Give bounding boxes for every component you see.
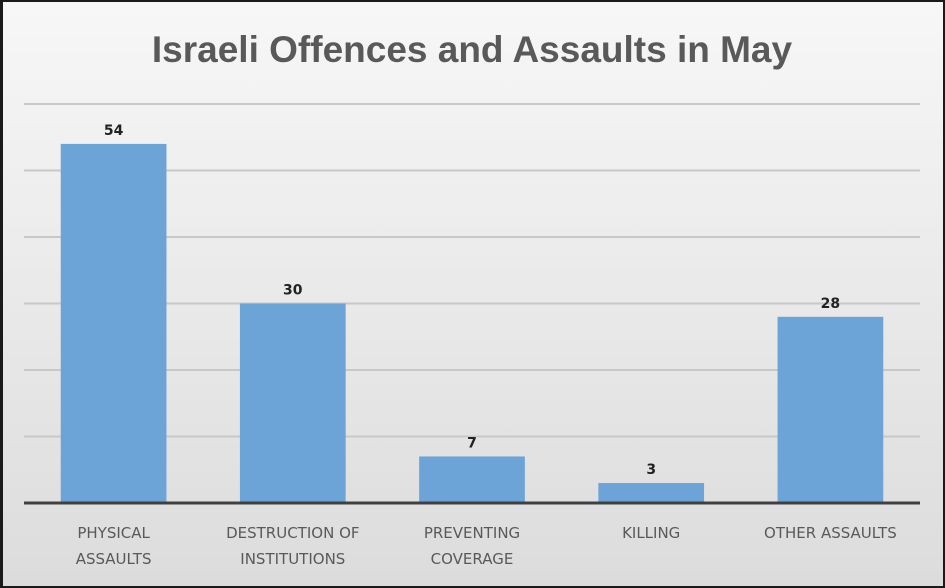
x-tick-label: PREVENTING COVERAGE <box>424 524 520 568</box>
x-tick-label: DESTRUCTION OF INSTITUTIONS <box>226 524 359 568</box>
bar <box>60 143 167 503</box>
data-label: 7 <box>467 435 477 451</box>
data-label: 30 <box>283 283 303 299</box>
bar <box>239 303 346 503</box>
data-label: 3 <box>646 462 656 478</box>
x-tick-label: KILLING <box>622 524 680 542</box>
x-tick-label: PHYSICAL ASSAULTS <box>76 524 152 568</box>
x-tick-label: OTHER ASSAULTS <box>764 524 897 542</box>
bar <box>419 456 525 503</box>
bar <box>777 316 884 503</box>
data-label: 54 <box>104 123 124 139</box>
bar <box>598 483 705 503</box>
data-label: 28 <box>821 296 840 312</box>
chart-title: Israeli Offences and Assaults in May <box>152 29 793 70</box>
